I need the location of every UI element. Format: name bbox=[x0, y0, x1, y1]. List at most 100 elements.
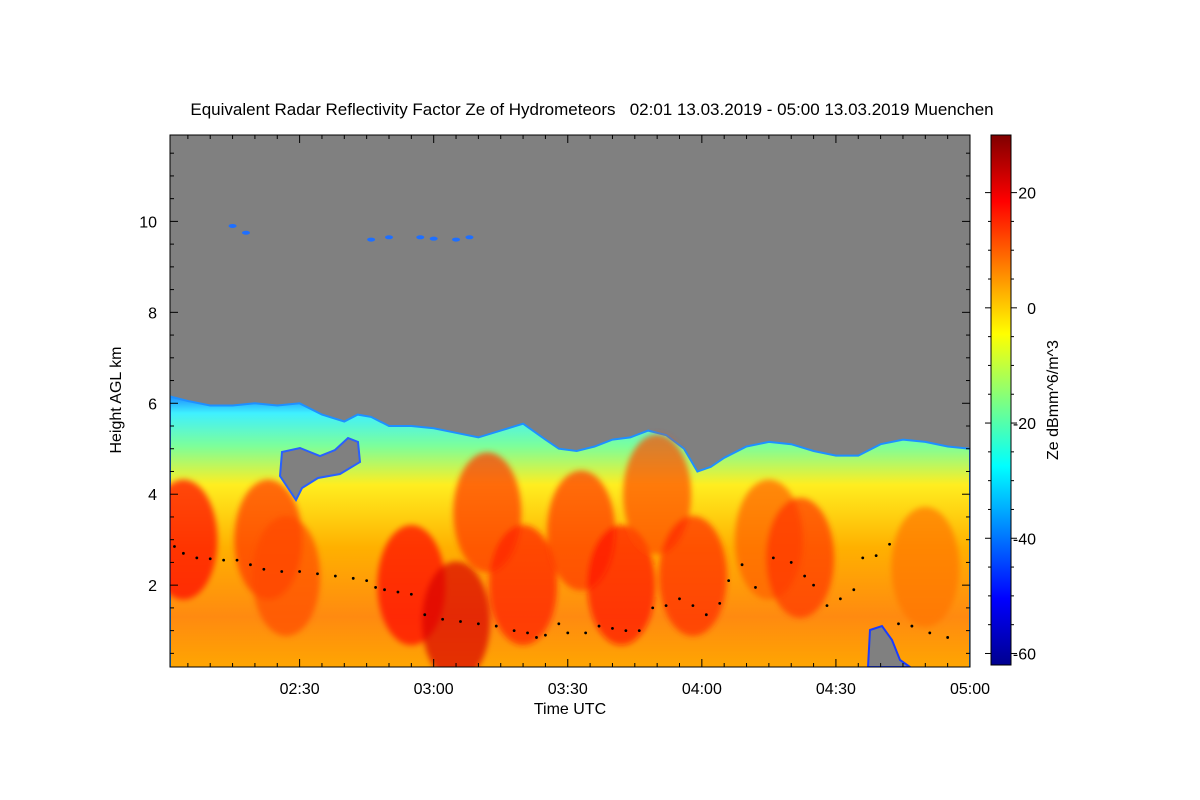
colorbar-tick-label: -40 bbox=[1013, 531, 1036, 548]
colorbar-tick-label: 0 bbox=[1027, 301, 1036, 318]
bright-band-point bbox=[409, 592, 413, 596]
bright-band-markers bbox=[173, 542, 950, 639]
colorbar-tick-label: -20 bbox=[1013, 416, 1036, 433]
reflectivity-core bbox=[623, 434, 692, 555]
y-axis-label: Height AGL km bbox=[108, 346, 125, 453]
bright-band-point bbox=[222, 558, 226, 562]
high-cloud-echo bbox=[452, 237, 461, 242]
y-tick-label: 8 bbox=[148, 305, 157, 322]
reflectivity-core bbox=[489, 525, 558, 646]
y-axis: 2 4 6 8 10 bbox=[139, 152, 970, 654]
bright-band-point bbox=[838, 597, 842, 601]
bright-band-point bbox=[624, 629, 628, 633]
lower-no-echo-gap bbox=[866, 624, 912, 667]
high-cloud-echo bbox=[416, 235, 425, 240]
high-cloud-echo bbox=[429, 236, 438, 241]
high-cloud-echo bbox=[367, 237, 376, 242]
reflectivity-core bbox=[658, 516, 727, 637]
high-cloud-echoes bbox=[228, 223, 474, 242]
bright-band-point bbox=[946, 636, 950, 639]
colorbar-tick-label: 20 bbox=[1018, 186, 1036, 203]
colorbar-ticks: 20 0 -20 -40 -60 bbox=[985, 186, 1036, 663]
bright-band-point bbox=[611, 626, 614, 630]
x-tick-label: 02:30 bbox=[280, 681, 320, 698]
bright-band-point bbox=[182, 551, 185, 555]
x-tick-label: 03:30 bbox=[548, 681, 588, 698]
high-cloud-echo bbox=[465, 235, 474, 240]
bright-band-point bbox=[637, 629, 641, 633]
bright-band-point bbox=[888, 542, 891, 546]
y-tick-label: 10 bbox=[139, 214, 157, 231]
bright-band-point bbox=[535, 636, 538, 639]
bright-band-point bbox=[476, 622, 480, 626]
x-tick-label: 04:30 bbox=[816, 681, 856, 698]
y-tick-label: 4 bbox=[148, 487, 157, 504]
colorbar-label: Ze dBmm^6/m^3 bbox=[1045, 340, 1062, 460]
plot-frame bbox=[169, 134, 971, 668]
bright-band-point bbox=[235, 558, 239, 562]
bright-band-point bbox=[441, 617, 445, 621]
high-cloud-echo bbox=[241, 230, 250, 235]
colorbar bbox=[990, 134, 1012, 666]
bright-band-point bbox=[825, 604, 829, 608]
bright-band-point bbox=[664, 604, 668, 608]
y-tick-label: 2 bbox=[148, 578, 157, 595]
reflectivity-core bbox=[891, 506, 960, 627]
bright-band-point bbox=[459, 620, 462, 623]
bright-band-point bbox=[718, 601, 722, 605]
bright-band-point bbox=[803, 574, 807, 578]
bright-band-point bbox=[262, 567, 266, 571]
colorbar-tick-label: -60 bbox=[1013, 646, 1036, 663]
high-cloud-echo bbox=[384, 235, 393, 240]
bright-band-point bbox=[173, 545, 176, 548]
inner-no-echo-hole bbox=[278, 436, 362, 502]
bright-band-point bbox=[383, 588, 386, 592]
plot-area bbox=[170, 223, 970, 667]
x-tick-label: 03:00 bbox=[414, 681, 454, 698]
bright-band-point bbox=[494, 624, 498, 628]
bright-band-point bbox=[928, 631, 932, 635]
bright-band-point bbox=[812, 583, 815, 587]
bright-band-point bbox=[557, 622, 561, 626]
bright-band-point bbox=[526, 631, 529, 635]
bright-band-point bbox=[584, 631, 588, 635]
bright-band-point bbox=[195, 556, 199, 560]
bright-band-point bbox=[651, 606, 655, 610]
bright-band-point bbox=[789, 561, 793, 564]
high-cloud-echo bbox=[228, 223, 237, 228]
reflectivity-cores bbox=[170, 434, 960, 667]
bright-band-point bbox=[566, 631, 570, 635]
bright-band-point bbox=[704, 613, 708, 617]
bright-band-point bbox=[691, 604, 695, 608]
x-tick-label: 05:00 bbox=[950, 681, 990, 698]
bright-band-point bbox=[512, 629, 516, 633]
bright-band-point bbox=[861, 556, 865, 560]
bright-band-point bbox=[423, 613, 427, 617]
bright-band-point bbox=[298, 570, 302, 573]
bright-band-point bbox=[727, 579, 731, 583]
reflectivity-core bbox=[170, 479, 218, 600]
bright-band-point bbox=[678, 597, 681, 601]
bright-band-point bbox=[316, 572, 319, 576]
y-tick-label: 6 bbox=[148, 396, 157, 413]
bright-band-point bbox=[740, 563, 744, 567]
bright-band-point bbox=[396, 590, 400, 594]
reflectivity-core bbox=[252, 516, 321, 637]
bright-band-point bbox=[249, 563, 252, 567]
bright-band-point bbox=[597, 624, 601, 628]
bright-band-point bbox=[280, 570, 284, 573]
x-axis-label: Time UTC bbox=[534, 701, 606, 718]
bright-band-point bbox=[897, 622, 900, 626]
bright-band-point bbox=[771, 556, 775, 560]
bright-band-point bbox=[333, 574, 337, 578]
reflectivity-core bbox=[422, 561, 491, 667]
bright-band-point bbox=[910, 624, 914, 628]
bright-band-point bbox=[208, 557, 212, 561]
bright-band-point bbox=[874, 554, 878, 557]
bright-band-point bbox=[852, 588, 856, 592]
chart-title: Equivalent Radar Reflectivity Factor Ze … bbox=[190, 100, 993, 119]
x-axis: 02:30 03:00 03:30 04:00 04:30 05:00 bbox=[187, 135, 990, 698]
bright-band-point bbox=[374, 586, 377, 589]
reflectivity-core bbox=[587, 525, 656, 646]
